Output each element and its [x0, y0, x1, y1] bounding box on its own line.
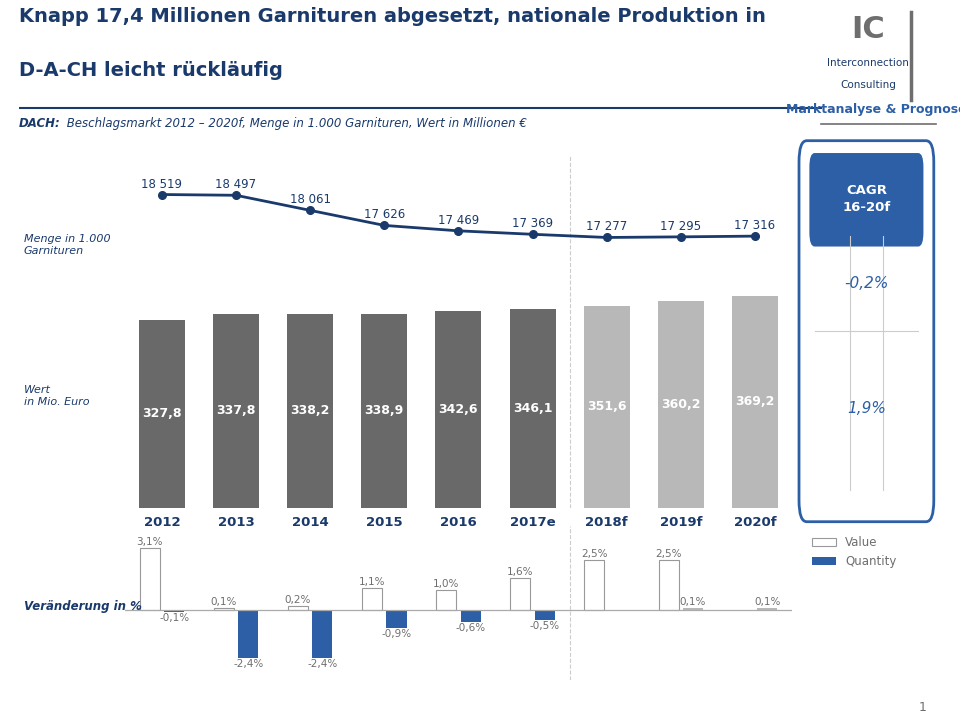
Text: Veränderung in %: Veränderung in % [24, 600, 142, 613]
Text: 18 519: 18 519 [141, 178, 182, 191]
Text: 1,6%: 1,6% [507, 567, 534, 577]
Bar [461, 610, 481, 622]
Text: 351,6: 351,6 [587, 400, 627, 413]
Text: 3,1%: 3,1% [136, 536, 163, 546]
Text: 18 061: 18 061 [290, 194, 330, 207]
Text: 1: 1 [919, 701, 926, 714]
Text: -0,1%: -0,1% [159, 613, 189, 624]
Bar [361, 314, 407, 508]
Text: DACH:: DACH: [19, 117, 60, 130]
Text: -2,4%: -2,4% [307, 660, 338, 670]
Text: 1,0%: 1,0% [433, 579, 459, 589]
Text: 338,2: 338,2 [291, 405, 330, 418]
Text: 17 626: 17 626 [364, 208, 405, 221]
Bar [387, 610, 406, 628]
Text: 17 369: 17 369 [512, 217, 553, 230]
Bar [511, 578, 530, 610]
Text: Beschlagsmarkt 2012 – 2020f, Menge in 1.000 Garnituren, Wert in Millionen €: Beschlagsmarkt 2012 – 2020f, Menge in 1.… [63, 117, 527, 130]
FancyBboxPatch shape [799, 140, 934, 522]
Bar [214, 608, 234, 610]
Bar [683, 608, 703, 610]
Text: Interconnection: Interconnection [828, 58, 909, 68]
Bar [287, 314, 333, 508]
Bar [164, 610, 184, 612]
Text: -0,5%: -0,5% [530, 621, 560, 631]
Bar [312, 610, 332, 658]
Text: 327,8: 327,8 [142, 408, 181, 420]
Text: D-A-CH leicht rückläufig: D-A-CH leicht rückläufig [19, 60, 283, 80]
Bar [659, 559, 679, 610]
Text: CAGR
16-20f: CAGR 16-20f [842, 184, 891, 214]
Text: 338,9: 338,9 [365, 404, 404, 417]
Text: 17 469: 17 469 [438, 214, 479, 227]
Bar [139, 320, 185, 508]
Bar [139, 548, 159, 610]
Text: 346,1: 346,1 [513, 402, 552, 415]
Text: 0,1%: 0,1% [680, 597, 707, 607]
Text: Knapp 17,4 Millionen Garnituren abgesetzt, nationale Produktion in: Knapp 17,4 Millionen Garnituren abgesetz… [19, 7, 766, 26]
Text: Marktanalyse & Prognose: Marktanalyse & Prognose [786, 104, 960, 117]
Bar [584, 306, 630, 508]
Text: 360,2: 360,2 [661, 398, 701, 411]
Bar [732, 296, 778, 508]
Text: 0,1%: 0,1% [210, 597, 237, 607]
Text: 369,2: 369,2 [735, 395, 775, 408]
Text: Menge in 1.000
Garnituren: Menge in 1.000 Garnituren [24, 234, 110, 256]
Bar [510, 310, 556, 508]
Text: 1,1%: 1,1% [359, 577, 385, 587]
Text: 17 277: 17 277 [586, 220, 627, 233]
Text: 17 295: 17 295 [660, 220, 702, 233]
Bar [658, 302, 704, 508]
Bar [585, 559, 605, 610]
Text: 1,9%: 1,9% [847, 401, 886, 416]
Bar [535, 610, 555, 620]
Bar [362, 588, 382, 610]
Text: 337,8: 337,8 [216, 405, 255, 418]
Bar [238, 610, 258, 658]
Text: 0,2%: 0,2% [285, 595, 311, 605]
Bar [213, 314, 259, 508]
Bar [288, 606, 308, 610]
Text: IC: IC [852, 15, 885, 44]
Bar [436, 590, 456, 610]
FancyBboxPatch shape [809, 153, 924, 246]
Bar [757, 608, 778, 610]
Text: Consulting: Consulting [840, 80, 897, 90]
Text: -0,2%: -0,2% [844, 276, 889, 291]
Text: 342,6: 342,6 [439, 403, 478, 416]
Text: 17 316: 17 316 [734, 219, 776, 232]
Text: -0,9%: -0,9% [381, 629, 412, 639]
Text: -2,4%: -2,4% [233, 660, 263, 670]
Text: -0,6%: -0,6% [456, 624, 486, 634]
Text: 2,5%: 2,5% [656, 549, 682, 559]
Bar [436, 312, 481, 508]
Text: 0,1%: 0,1% [754, 597, 780, 607]
Text: 2,5%: 2,5% [581, 549, 608, 559]
Legend: Value, Quantity: Value, Quantity [807, 531, 901, 573]
Text: Wert
in Mio. Euro: Wert in Mio. Euro [24, 385, 89, 407]
Text: 18 497: 18 497 [215, 179, 256, 192]
